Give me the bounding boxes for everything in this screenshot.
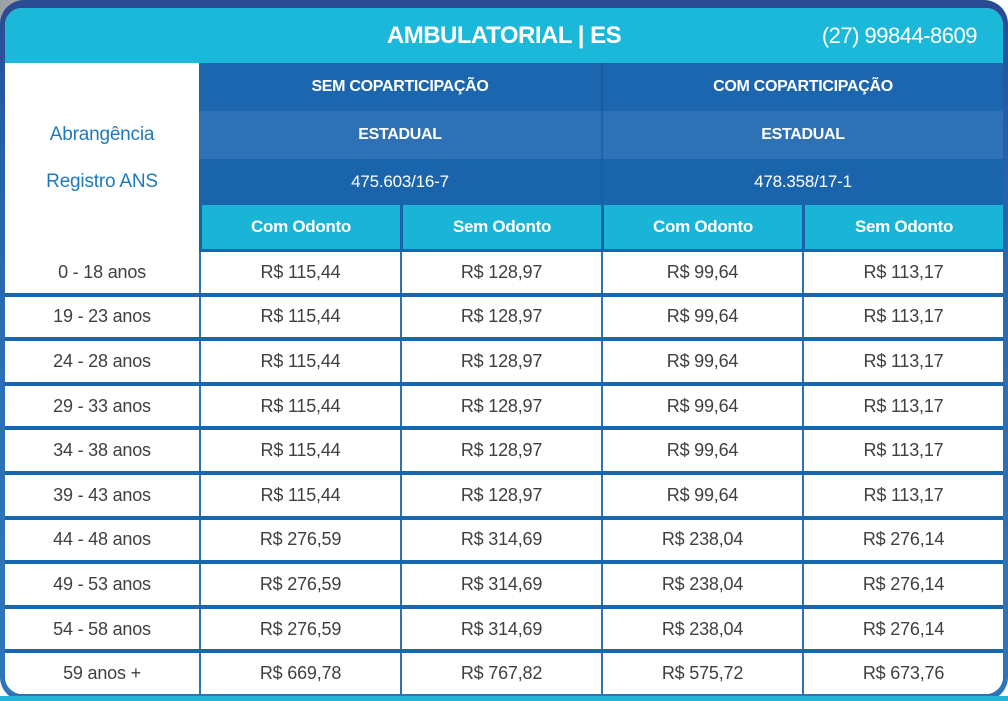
group-sem-coparticipacao: SEM COPARTICIPAÇÃO bbox=[199, 63, 601, 111]
price-cell: R$ 128,97 bbox=[400, 296, 601, 338]
price-cell: R$ 99,64 bbox=[601, 296, 802, 338]
price-cell: R$ 113,17 bbox=[802, 430, 1003, 471]
price-cell: R$ 128,97 bbox=[400, 430, 601, 471]
price-table-body: 0 - 18 anos R$ 115,44 R$ 128,97 R$ 99,64… bbox=[5, 252, 1003, 694]
age-label: 49 - 53 anos bbox=[5, 564, 199, 605]
abrangencia-row: Abrangência ESTADUAL ESTADUAL bbox=[5, 111, 1003, 159]
price-cell: R$ 238,04 bbox=[601, 519, 802, 561]
age-label: 54 - 58 anos bbox=[5, 608, 199, 650]
pricing-card-inner: AMBULATORIAL | ES (27) 99844-8609 SEM CO… bbox=[5, 8, 1003, 694]
subheader-com-odonto-1: Com Odonto bbox=[199, 205, 400, 252]
age-label: 29 - 33 anos bbox=[5, 385, 199, 427]
age-label: 19 - 23 anos bbox=[5, 296, 199, 338]
price-cell: R$ 276,14 bbox=[802, 608, 1003, 650]
price-cell: R$ 238,04 bbox=[601, 608, 802, 650]
table-row: 49 - 53 anos R$ 276,59 R$ 314,69 R$ 238,… bbox=[5, 564, 1003, 609]
price-cell: R$ 128,97 bbox=[400, 385, 601, 427]
subheader-row: Com Odonto Sem Odonto Com Odonto Sem Odo… bbox=[5, 205, 1003, 252]
price-cell: R$ 314,69 bbox=[400, 564, 601, 605]
group-com-coparticipacao: COM COPARTICIPAÇÃO bbox=[601, 63, 1003, 111]
price-cell: R$ 115,44 bbox=[199, 341, 400, 382]
price-cell: R$ 128,97 bbox=[400, 341, 601, 382]
price-cell: R$ 99,64 bbox=[601, 430, 802, 471]
price-cell: R$ 673,76 bbox=[802, 653, 1003, 694]
table-row: 34 - 38 anos R$ 115,44 R$ 128,97 R$ 99,6… bbox=[5, 430, 1003, 475]
group-header-spacer bbox=[5, 63, 199, 111]
table-row: 24 - 28 anos R$ 115,44 R$ 128,97 R$ 99,6… bbox=[5, 341, 1003, 386]
registro-ans-value-sem: 475.603/16-7 bbox=[199, 159, 601, 205]
price-cell: R$ 113,17 bbox=[802, 385, 1003, 427]
age-label: 24 - 28 anos bbox=[5, 341, 199, 382]
price-cell: R$ 115,44 bbox=[199, 430, 400, 471]
header-bar: AMBULATORIAL | ES (27) 99844-8609 bbox=[5, 8, 1003, 63]
table-row: 29 - 33 anos R$ 115,44 R$ 128,97 R$ 99,6… bbox=[5, 385, 1003, 431]
price-cell: R$ 99,64 bbox=[601, 341, 802, 382]
price-cell: R$ 276,14 bbox=[802, 564, 1003, 605]
abrangencia-label: Abrangência bbox=[5, 111, 199, 159]
group-header-row: SEM COPARTICIPAÇÃO COM COPARTICIPAÇÃO bbox=[5, 63, 1003, 111]
price-cell: R$ 575,72 bbox=[601, 653, 802, 694]
price-cell: R$ 113,17 bbox=[802, 341, 1003, 382]
registro-ans-value-com: 478.358/17-1 bbox=[601, 159, 1003, 205]
price-cell: R$ 314,69 bbox=[400, 519, 601, 561]
phone-number: (27) 99844-8609 bbox=[821, 22, 978, 48]
price-cell: R$ 238,04 bbox=[601, 564, 802, 605]
price-cell: R$ 113,17 bbox=[802, 474, 1003, 516]
age-label: 39 - 43 anos bbox=[5, 474, 199, 516]
abrangencia-value-com: ESTADUAL bbox=[601, 111, 1003, 159]
price-cell: R$ 99,64 bbox=[601, 474, 802, 516]
subheader-sem-odonto-2: Sem Odonto bbox=[802, 205, 1003, 252]
price-cell: R$ 115,44 bbox=[199, 385, 400, 427]
price-cell: R$ 113,17 bbox=[802, 252, 1003, 293]
price-cell: R$ 99,64 bbox=[601, 252, 802, 293]
price-cell: R$ 113,17 bbox=[802, 296, 1003, 338]
table-row: 54 - 58 anos R$ 276,59 R$ 314,69 R$ 238,… bbox=[5, 608, 1003, 654]
subheader-spacer bbox=[5, 205, 199, 252]
price-cell: R$ 767,82 bbox=[400, 653, 601, 694]
table-row: 44 - 48 anos R$ 276,59 R$ 314,69 R$ 238,… bbox=[5, 519, 1003, 565]
registro-ans-row: Registro ANS 475.603/16-7 478.358/17-1 bbox=[5, 159, 1003, 205]
abrangencia-value-sem: ESTADUAL bbox=[199, 111, 601, 159]
table-row: 59 anos + R$ 669,78 R$ 767,82 R$ 575,72 … bbox=[5, 653, 1003, 694]
age-label: 34 - 38 anos bbox=[5, 430, 199, 471]
price-cell: R$ 115,44 bbox=[199, 252, 400, 293]
table-row: 0 - 18 anos R$ 115,44 R$ 128,97 R$ 99,64… bbox=[5, 252, 1003, 297]
subheader-sem-odonto-1: Sem Odonto bbox=[400, 205, 601, 252]
price-cell: R$ 115,44 bbox=[199, 296, 400, 338]
age-label: 0 - 18 anos bbox=[5, 252, 199, 293]
price-cell: R$ 314,69 bbox=[400, 608, 601, 650]
price-cell: R$ 128,97 bbox=[400, 252, 601, 293]
bottom-cyan-strip bbox=[0, 696, 1008, 701]
price-cell: R$ 128,97 bbox=[400, 474, 601, 516]
price-cell: R$ 669,78 bbox=[199, 653, 400, 694]
price-cell: R$ 276,59 bbox=[199, 608, 400, 650]
price-cell: R$ 115,44 bbox=[199, 474, 400, 516]
table-row: 39 - 43 anos R$ 115,44 R$ 128,97 R$ 99,6… bbox=[5, 474, 1003, 520]
price-cell: R$ 276,59 bbox=[199, 519, 400, 561]
age-label: 44 - 48 anos bbox=[5, 519, 199, 561]
age-label: 59 anos + bbox=[5, 653, 199, 694]
table-row: 19 - 23 anos R$ 115,44 R$ 128,97 R$ 99,6… bbox=[5, 296, 1003, 342]
price-cell: R$ 276,59 bbox=[199, 564, 400, 605]
registro-ans-label: Registro ANS bbox=[5, 159, 199, 205]
page-title: AMBULATORIAL | ES bbox=[386, 21, 622, 49]
price-cell: R$ 276,14 bbox=[802, 519, 1003, 561]
subheader-com-odonto-2: Com Odonto bbox=[601, 205, 802, 252]
price-cell: R$ 99,64 bbox=[601, 385, 802, 427]
